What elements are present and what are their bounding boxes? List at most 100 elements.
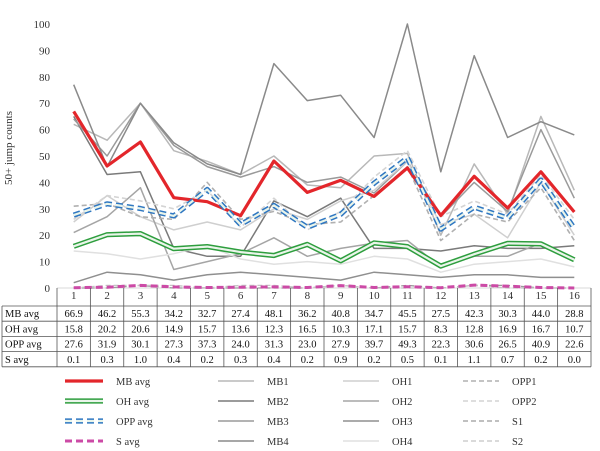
series-line-savg	[73, 283, 575, 290]
y-axis-label: 50+ jump counts	[3, 111, 15, 185]
table-cell: 0.2	[534, 355, 547, 366]
table-cell: 39.7	[365, 340, 383, 351]
y-tick-label: 10	[39, 257, 51, 269]
legend-label-opp2: OPP2	[512, 397, 537, 408]
legend-label-oppavg: OPP avg	[116, 417, 153, 428]
y-tick-label: 90	[39, 45, 51, 57]
table-cell: 0.0	[568, 355, 581, 366]
legend-label-mb1: MB1	[267, 377, 289, 388]
legend-label-mbavg: MB avg	[116, 377, 151, 388]
table-cell: 55.3	[131, 309, 149, 320]
table-cell: 31.3	[265, 340, 283, 351]
table-cell: 16.9	[498, 324, 516, 335]
x-tick-label: 11	[402, 290, 413, 302]
table-cell: 13.6	[231, 324, 249, 335]
table-cell: 48.1	[265, 309, 283, 320]
table-cell: 40.8	[332, 309, 350, 320]
legend-label-opp1: OPP1	[512, 377, 537, 388]
x-tick-label: 5	[204, 290, 210, 302]
y-tick-label: 70	[39, 98, 51, 110]
table-cell: 32.7	[198, 309, 216, 320]
series-line-oh1	[73, 160, 575, 239]
series-line-oppavg-fill	[73, 156, 576, 231]
table-cell: 30.6	[465, 340, 483, 351]
table-cell: 22.6	[565, 340, 583, 351]
x-tick-label: 14	[502, 290, 514, 302]
x-tick-label: 1	[71, 290, 77, 302]
table-cell: 0.7	[501, 355, 514, 366]
table-cell: 15.8	[65, 324, 83, 335]
table-cell: 44.0	[532, 309, 550, 320]
table-cell: 28.8	[565, 309, 583, 320]
table-cell: 34.7	[365, 309, 383, 320]
table-cell: 20.2	[98, 324, 116, 335]
table-cell: 27.6	[65, 340, 83, 351]
y-tick-label: 0	[45, 283, 51, 295]
table-cell: 27.3	[165, 340, 183, 351]
legend-label-savg: S avg	[116, 437, 140, 448]
table-cell: 27.5	[432, 309, 450, 320]
table-cell: 45.5	[398, 309, 416, 320]
table-cell: 36.2	[298, 309, 316, 320]
table-cell: 8.3	[434, 324, 447, 335]
table-cell: 24.0	[231, 340, 249, 351]
table-cell: 27.4	[231, 309, 250, 320]
legend-label-mb3: MB3	[267, 417, 289, 428]
legend-label-oh2: OH2	[392, 397, 412, 408]
table-cell: 0.1	[67, 355, 80, 366]
table-cell: 0.5	[401, 355, 414, 366]
legend-label-mb4: MB4	[267, 437, 289, 448]
table-cell: 30.1	[131, 340, 149, 351]
table-cell: 66.9	[65, 309, 83, 320]
table-cell: 0.2	[201, 355, 214, 366]
y-tick-label: 80	[39, 72, 51, 84]
series-line-ohavg-fill	[73, 232, 575, 268]
data-table: MB avg 66.9 46.2 55.3 34.2 32.7 27.4 48.1 36.2 40…	[1, 288, 592, 368]
x-tick-label: 12	[435, 290, 446, 302]
series-line-oh4	[73, 245, 575, 273]
y-tick-label: 60	[39, 125, 51, 137]
x-tick-label: 2	[104, 290, 110, 302]
x-tick-label: 4	[171, 290, 177, 302]
table-cell: 0.2	[301, 355, 314, 366]
table-cell: 0.3	[234, 355, 247, 366]
y-axis-ticks: 0 10 20 30 40 50 60 70 80 90 100	[34, 19, 51, 295]
series-line-oh3	[73, 271, 575, 284]
x-tick-label: 3	[138, 290, 144, 302]
table-cell: 10.7	[565, 324, 583, 335]
table-cell: 0.9	[334, 355, 347, 366]
table-cell: 20.6	[131, 324, 149, 335]
x-tick-label: 10	[369, 290, 381, 302]
legend-label-s1: S1	[512, 417, 523, 428]
table-row-header: OH avg	[5, 324, 39, 335]
table-cell: 15.7	[198, 324, 216, 335]
table-cell: 40.9	[532, 340, 550, 351]
y-tick-label: 40	[39, 177, 51, 189]
table-cell: 0.4	[267, 355, 281, 366]
x-tick-label: 13	[469, 290, 481, 302]
table-cell: 22.3	[432, 340, 450, 351]
table-row-header: OPP avg	[5, 340, 42, 351]
table-cell: 0.2	[368, 355, 381, 366]
legend: MB avg MB1 OH1 OPP1 OH avg MB2 OH2 OPP2 OPP avg M…	[65, 377, 537, 448]
legend-label-oh1: OH1	[392, 377, 412, 388]
table-cell: 34.2	[165, 309, 183, 320]
table-cell: 0.3	[101, 355, 114, 366]
table-row-header: S avg	[5, 355, 29, 366]
table-cell: 42.3	[465, 309, 483, 320]
table-cell: 12.8	[465, 324, 483, 335]
x-tick-label: 16	[569, 290, 581, 302]
table-cell: 23.0	[298, 340, 316, 351]
x-tick-label: 15	[535, 290, 547, 302]
series-line-oppavg-outline	[72, 155, 577, 232]
table-cell: 10.3	[332, 324, 350, 335]
series-lines	[72, 23, 577, 290]
table-cell: 14.9	[165, 324, 183, 335]
table-cell: 26.5	[498, 340, 516, 351]
x-tick-label: 8	[305, 290, 311, 302]
legend-label-s2: S2	[512, 437, 523, 448]
series-line-mbavg	[72, 110, 576, 218]
series-line-mb4	[73, 23, 575, 176]
table-cell: 16.5	[298, 324, 316, 335]
